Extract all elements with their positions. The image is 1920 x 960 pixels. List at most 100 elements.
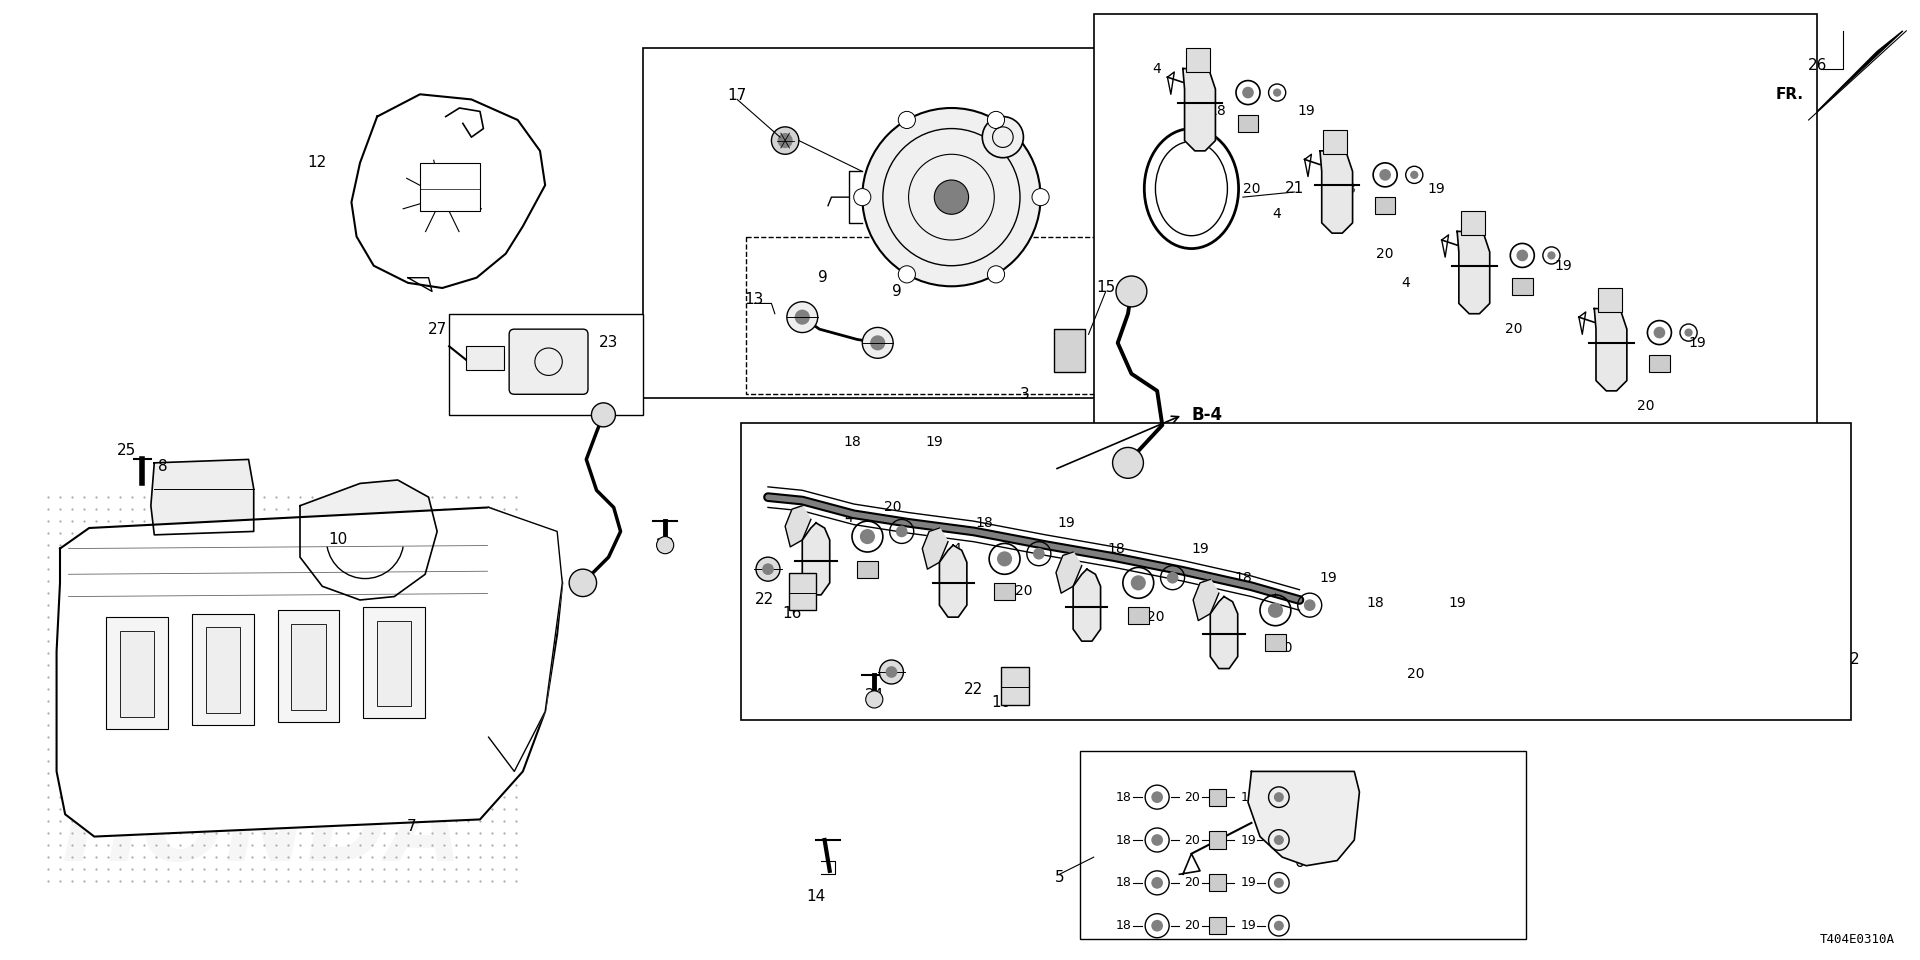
Bar	[1208, 788, 1225, 805]
Text: 4: 4	[845, 511, 852, 525]
Polygon shape	[56, 508, 563, 836]
Bar	[1054, 329, 1085, 372]
Bar	[1265, 635, 1286, 652]
Polygon shape	[300, 480, 438, 600]
Polygon shape	[1248, 772, 1359, 866]
Circle shape	[1273, 89, 1281, 96]
Polygon shape	[1073, 569, 1100, 641]
Text: 7: 7	[407, 819, 417, 834]
Text: 20: 20	[1638, 399, 1655, 414]
Text: 4: 4	[1402, 276, 1409, 290]
Text: 4: 4	[1083, 576, 1091, 589]
Bar	[1129, 607, 1148, 624]
Text: 19: 19	[1240, 791, 1256, 804]
Text: 4: 4	[952, 541, 960, 556]
Bar	[292, 624, 326, 709]
Polygon shape	[351, 94, 545, 288]
Bar	[1238, 115, 1258, 132]
Circle shape	[1152, 921, 1162, 931]
Bar	[745, 236, 1114, 395]
Text: 18: 18	[1338, 181, 1356, 196]
Circle shape	[1380, 170, 1390, 180]
Circle shape	[1275, 878, 1283, 887]
Text: 9: 9	[891, 284, 902, 299]
Polygon shape	[939, 545, 968, 617]
Text: 4: 4	[1152, 61, 1162, 76]
Circle shape	[591, 403, 616, 427]
Circle shape	[1031, 188, 1048, 205]
Text: 20: 20	[1185, 833, 1200, 847]
Polygon shape	[488, 508, 563, 772]
Text: 8: 8	[157, 459, 167, 474]
Bar	[1461, 211, 1484, 235]
Circle shape	[762, 564, 774, 574]
Text: 19: 19	[1448, 596, 1467, 611]
Text: 20: 20	[1014, 585, 1033, 598]
Bar	[420, 163, 480, 211]
Circle shape	[1686, 329, 1692, 336]
Text: 3: 3	[1020, 387, 1029, 402]
Text: 19: 19	[1428, 181, 1446, 196]
Text: 19: 19	[1190, 541, 1210, 556]
Text: 19: 19	[1319, 570, 1338, 585]
Text: 19: 19	[1688, 336, 1707, 349]
Text: 18: 18	[1208, 105, 1227, 118]
Text: 27: 27	[428, 322, 447, 337]
Polygon shape	[1183, 68, 1215, 151]
Circle shape	[1655, 327, 1665, 338]
Text: 18: 18	[1116, 833, 1131, 847]
Bar	[1323, 131, 1348, 155]
Circle shape	[1112, 447, 1144, 478]
Text: 19: 19	[1058, 516, 1075, 530]
Circle shape	[795, 310, 808, 324]
Text: 19: 19	[1240, 833, 1256, 847]
Bar	[1597, 288, 1622, 312]
Text: 20: 20	[1407, 666, 1425, 681]
Circle shape	[778, 133, 791, 148]
Text: 4: 4	[1273, 207, 1281, 222]
Text: 20: 20	[1185, 920, 1200, 932]
Bar	[1000, 667, 1029, 705]
Circle shape	[756, 557, 780, 581]
Circle shape	[1275, 836, 1283, 844]
Text: 22: 22	[755, 592, 774, 608]
Text: 20: 20	[1185, 791, 1200, 804]
Bar	[363, 607, 424, 718]
Bar	[106, 617, 169, 729]
Bar	[449, 314, 643, 415]
Circle shape	[1275, 793, 1283, 802]
Bar	[205, 628, 240, 713]
Text: 15: 15	[1096, 280, 1116, 296]
Polygon shape	[1192, 580, 1219, 620]
Polygon shape	[922, 528, 948, 569]
Bar	[1375, 197, 1396, 214]
Bar	[1079, 751, 1526, 940]
Text: 9: 9	[818, 270, 828, 285]
Circle shape	[1116, 276, 1146, 307]
Text: 2: 2	[1851, 653, 1860, 667]
Text: 18: 18	[1235, 570, 1252, 585]
Bar	[789, 572, 816, 611]
Bar	[119, 631, 154, 716]
Polygon shape	[785, 506, 810, 547]
Polygon shape	[1594, 308, 1626, 391]
Polygon shape	[152, 460, 253, 535]
Text: 20: 20	[885, 500, 902, 515]
Text: HONDA: HONDA	[61, 788, 463, 881]
Circle shape	[860, 530, 874, 543]
Circle shape	[983, 116, 1023, 157]
Circle shape	[862, 108, 1041, 286]
Text: 5: 5	[1054, 870, 1064, 885]
Text: 22: 22	[964, 682, 983, 697]
Text: 24: 24	[655, 538, 674, 553]
Text: 13: 13	[745, 293, 764, 307]
Circle shape	[657, 537, 674, 554]
Text: 16: 16	[781, 606, 803, 621]
Text: 23: 23	[599, 335, 618, 350]
Text: 24: 24	[864, 688, 883, 704]
Text: 12: 12	[307, 156, 326, 170]
Circle shape	[1152, 792, 1162, 803]
Bar	[643, 48, 1294, 397]
Text: 4: 4	[1219, 598, 1229, 612]
Text: 18: 18	[1465, 258, 1482, 273]
